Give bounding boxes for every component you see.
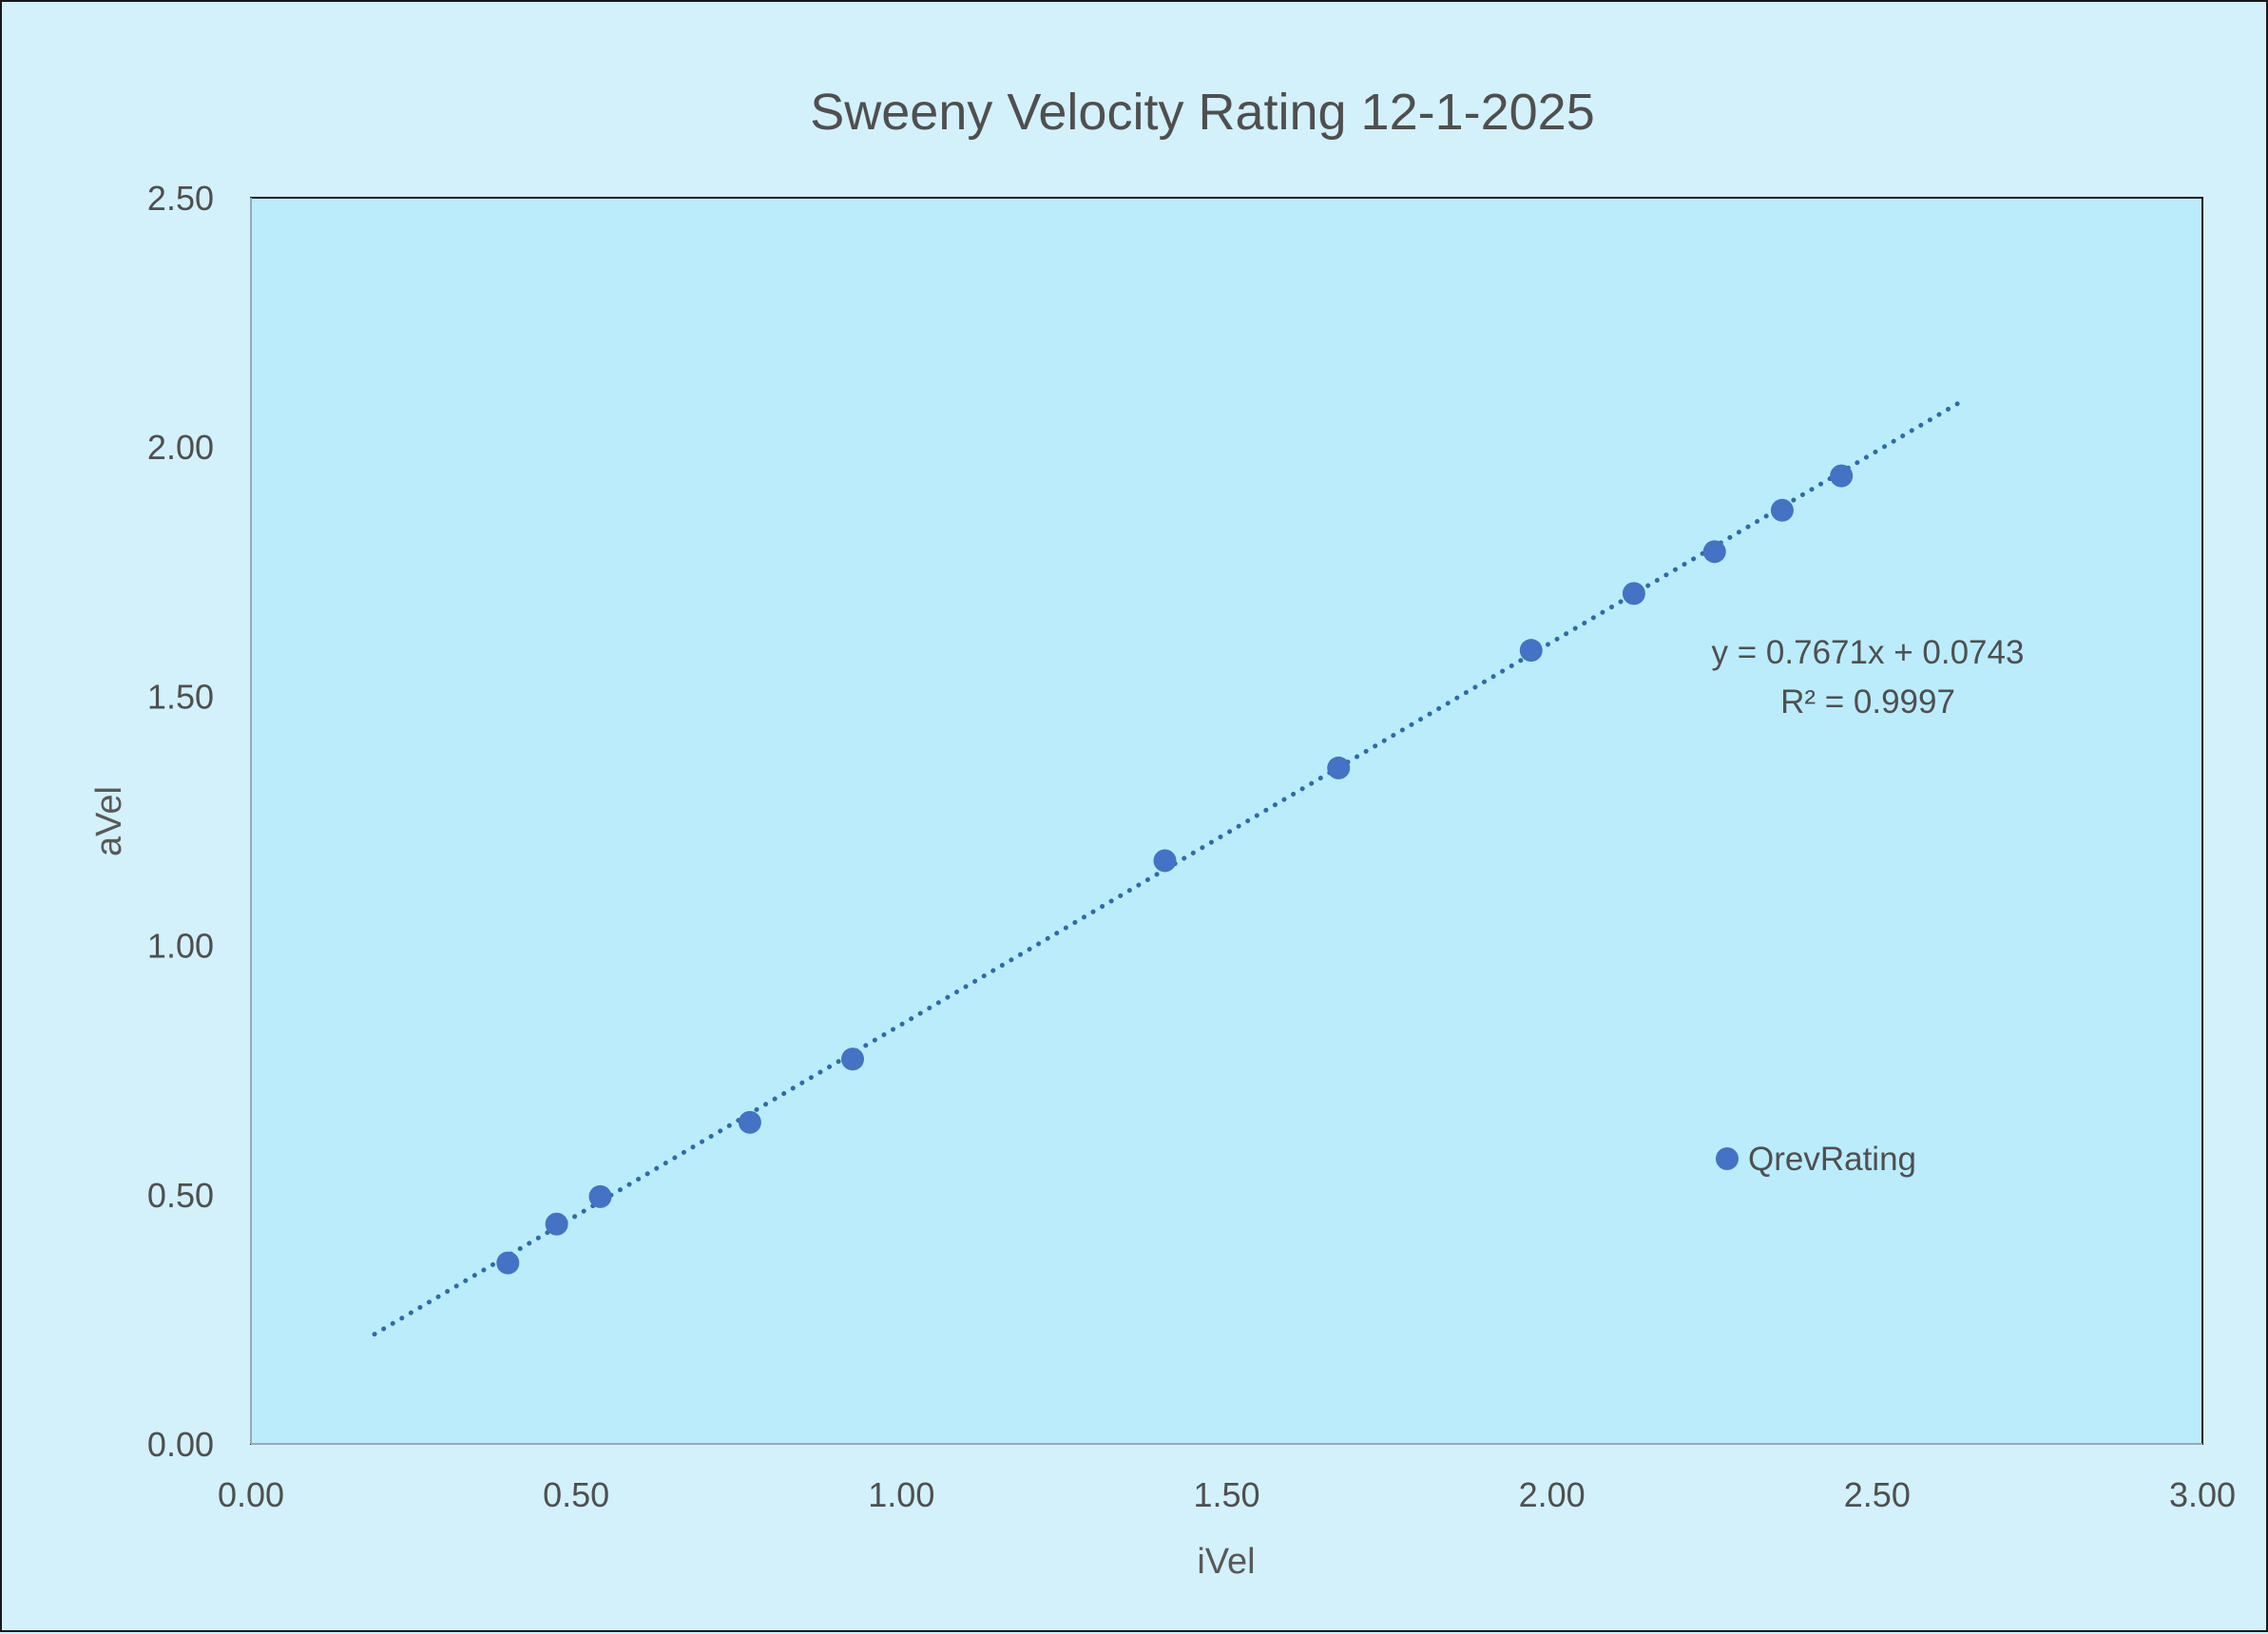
y-tick-label: 2.50 <box>147 179 214 218</box>
y-tick-labels: 0.00 0.50 1.00 1.50 2.00 2.50 <box>147 179 214 1464</box>
legend-label: QrevRating <box>1748 1141 1916 1178</box>
legend: QrevRating <box>1716 1141 1916 1178</box>
trendline <box>372 398 1965 1337</box>
x-tick-labels: 0.00 0.50 1.00 1.50 2.00 2.50 3.00 <box>218 1475 2236 1514</box>
data-point <box>841 1048 865 1071</box>
x-tick-label: 2.50 <box>1844 1475 1911 1514</box>
y-tick-label: 0.00 <box>147 1425 214 1464</box>
data-point <box>1770 498 1794 522</box>
chart-title: Sweeny Velocity Rating 12-1-2025 <box>810 84 1595 141</box>
y-axis-title: aVel <box>89 786 129 856</box>
data-points <box>496 464 1854 1275</box>
x-tick-label: 2.00 <box>1519 1475 1586 1514</box>
y-tick-label: 0.50 <box>147 1176 214 1215</box>
data-point <box>1327 756 1351 779</box>
y-tick-label: 1.00 <box>147 927 214 966</box>
x-tick-label: 0.50 <box>543 1475 609 1514</box>
legend-marker <box>1716 1147 1739 1170</box>
data-point <box>1519 639 1543 663</box>
x-tick-label: 1.00 <box>868 1475 934 1514</box>
data-point <box>738 1110 761 1134</box>
x-axis-title: iVel <box>1197 1542 1255 1582</box>
y-tick-label: 2.00 <box>147 428 214 467</box>
data-point <box>1830 464 1854 488</box>
data-point <box>588 1184 612 1208</box>
x-tick-label: 1.50 <box>1193 1475 1259 1514</box>
data-point <box>1702 540 1726 564</box>
x-tick-label: 0.00 <box>218 1475 284 1514</box>
data-point <box>545 1212 568 1236</box>
y-tick-label: 1.50 <box>147 677 214 716</box>
plot-area <box>250 197 2203 1445</box>
trendline-r-squared: R² = 0.9997 <box>1780 683 1955 721</box>
data-point <box>1153 849 1177 873</box>
trendline-equation: y = 0.7671x + 0.0743 <box>1712 634 2025 671</box>
data-point <box>1622 582 1645 606</box>
x-tick-label: 3.00 <box>2169 1475 2236 1514</box>
data-point <box>496 1251 520 1275</box>
